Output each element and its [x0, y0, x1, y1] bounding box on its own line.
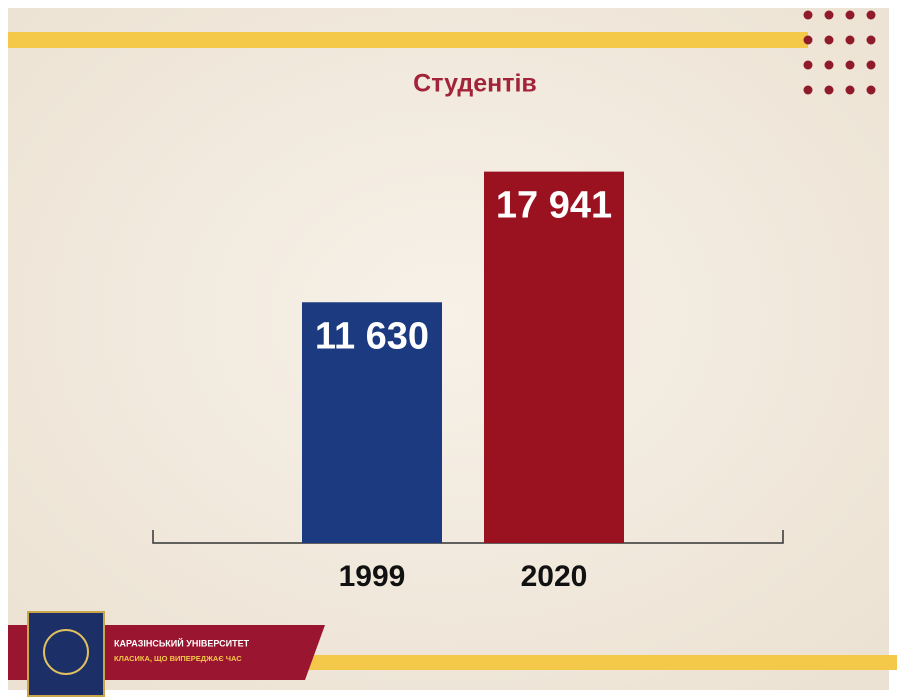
- background: [8, 8, 889, 690]
- dot: [803, 60, 813, 70]
- baseline: [152, 530, 784, 544]
- dot-grid: [803, 10, 876, 95]
- logo: [27, 611, 105, 697]
- bar: [484, 171, 624, 543]
- dot: [824, 35, 834, 45]
- logo-emblem: [43, 629, 89, 675]
- dot: [803, 85, 813, 95]
- dot: [803, 35, 813, 45]
- footer-motto: КЛАСИКА, ЩО ВИПЕРЕДЖАЄ ЧАС: [114, 654, 242, 663]
- footer-name: КАРАЗІНСЬКИЙ УНІВЕРСИТЕТ: [114, 637, 250, 648]
- top-stripe: [8, 32, 808, 48]
- dot: [845, 10, 855, 20]
- dot: [824, 85, 834, 95]
- x-tick-label: 2020: [521, 560, 588, 593]
- dot: [803, 10, 813, 20]
- dot: [824, 60, 834, 70]
- dot: [866, 10, 876, 20]
- dot: [866, 85, 876, 95]
- bottom-stripe: [300, 655, 897, 670]
- value-label: 17 941: [496, 185, 612, 227]
- value-label: 11 630: [315, 315, 429, 357]
- dot: [866, 35, 876, 45]
- dot: [845, 60, 855, 70]
- chart-title: Студентів: [413, 70, 537, 98]
- bar: [302, 302, 442, 543]
- x-tick-label: 1999: [339, 560, 406, 593]
- dot: [824, 10, 834, 20]
- dot: [845, 35, 855, 45]
- dot: [845, 85, 855, 95]
- dot: [866, 60, 876, 70]
